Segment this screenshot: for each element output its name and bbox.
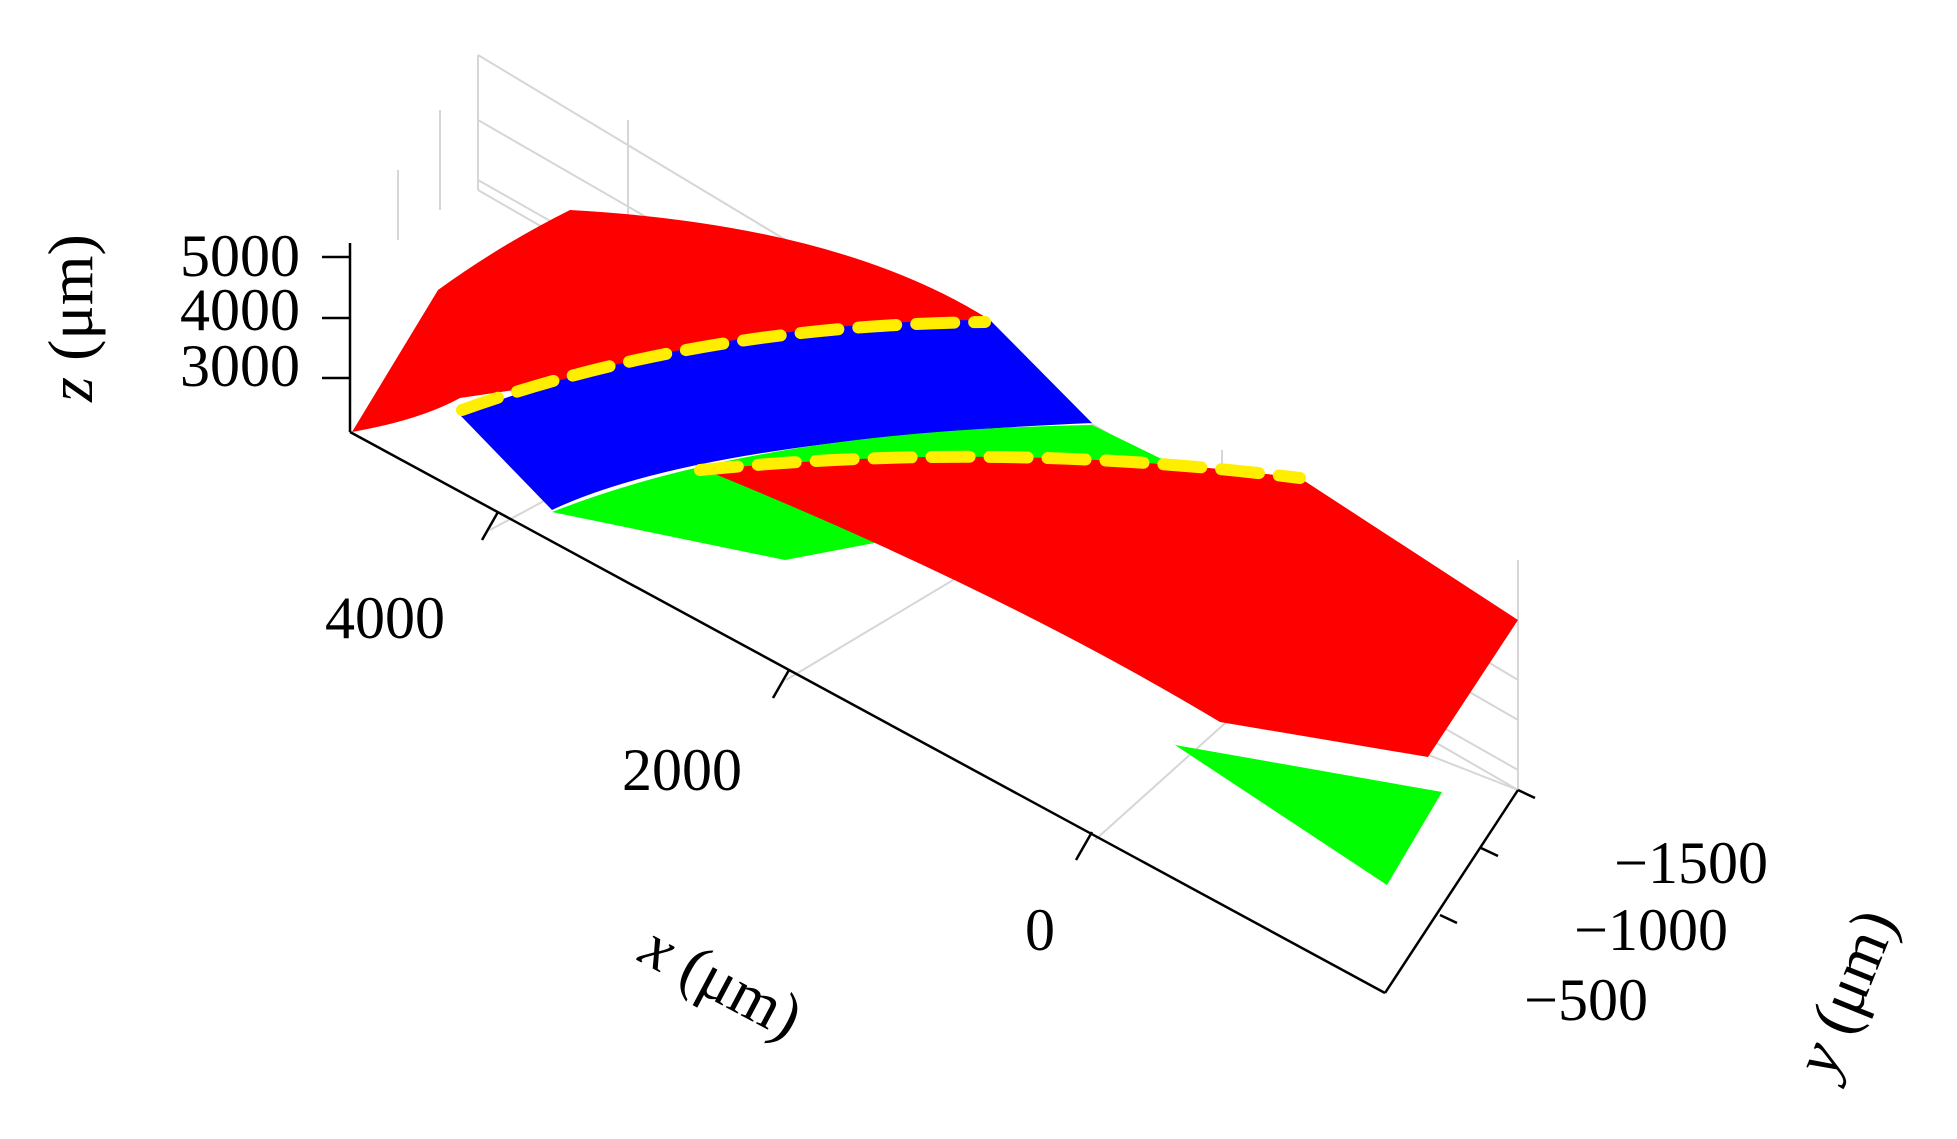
x-tick-label: 4000 [325,585,445,651]
y-tick-label: −1000 [1574,897,1728,963]
y-axis-title: y (μm) [1778,899,1910,1090]
x-tick-label: 0 [1025,897,1055,963]
dashed-line-upper [456,316,991,416]
x-axis-unit: (μm) [669,930,814,1052]
z-axis-title: z (μm) [35,234,106,403]
x-tick [1074,831,1094,861]
y-tick-label: −500 [1524,967,1648,1033]
z-tick-label: 4000 [180,277,300,343]
tick-labels: 5000 4000 3000 4000 2000 0 −1500 −1000 −… [180,223,1768,1033]
dashed-contours [456,316,1306,484]
dashed-line-lower [694,450,1306,484]
y-axis-unit: (μm) [1797,899,1910,1043]
x-axis-title: x (μm) [629,909,814,1052]
y-axis-var: y [1778,1031,1857,1090]
z-axis-unit: (μm) [35,234,106,361]
y-axis-line [1383,789,1520,994]
red-surface-front [705,456,1518,757]
y-tick [1439,913,1458,925]
axis-lines [322,243,1536,995]
z-axis-var: z [35,377,106,403]
y-tick [1480,846,1499,858]
x-axis-line [349,430,1386,995]
blue-surface [460,320,1092,510]
y-tick-label: −1500 [1614,830,1768,896]
surfaces [352,210,1518,885]
z-tick-label: 5000 [180,223,300,289]
red-surface-back [352,210,990,432]
green-surface-lower [1175,745,1442,885]
z-tick-label: 3000 [180,333,300,399]
x-tick [480,511,500,541]
x-tick-label: 2000 [622,737,742,803]
y-tick [1517,788,1536,800]
x-tick [771,669,791,699]
